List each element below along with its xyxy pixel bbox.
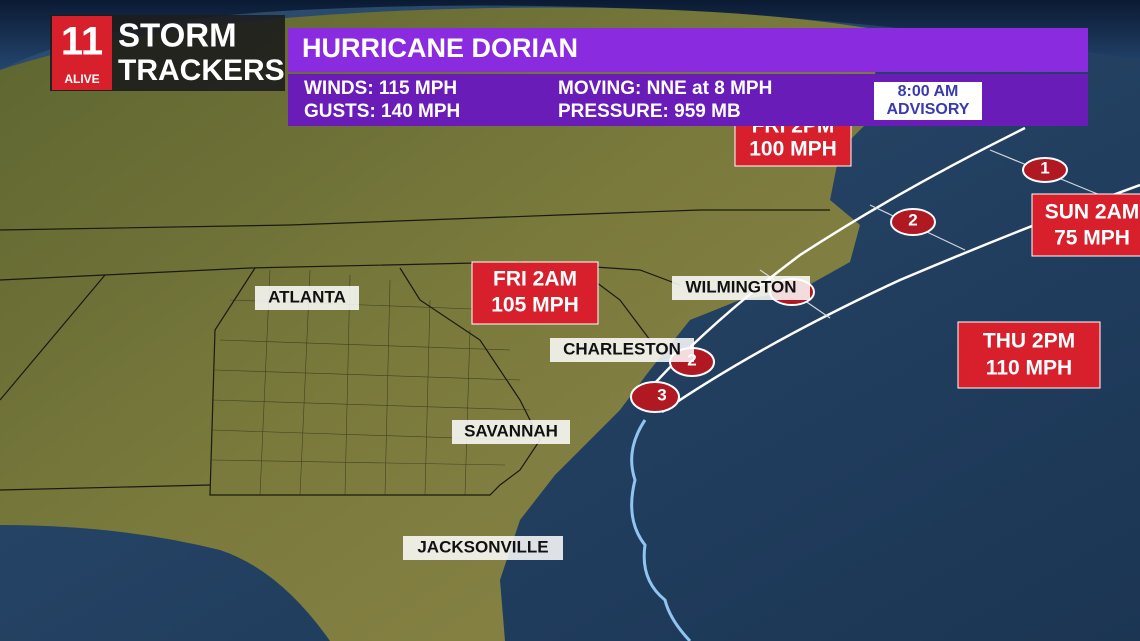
forecast-time: FRI 2AM — [493, 268, 577, 291]
city-label: SAVANNAH — [464, 421, 558, 440]
logo-trackers: TRACKERS — [118, 54, 285, 87]
storm-category: 3 — [657, 385, 666, 404]
county-lines — [211, 269, 531, 496]
storm-name: HURRICANE DORIAN — [302, 33, 578, 63]
storm-category: 2 — [908, 210, 917, 229]
city-labels: ATLANTA WILMINGTON CHARLESTON SAVANNAH J… — [255, 276, 810, 560]
header: 11 ALIVE STORM TRACKERS HURRICANE DORIAN… — [50, 15, 1088, 126]
stat: GUSTS: 140 MPH — [304, 101, 460, 122]
advisory-label: ADVISORY — [887, 101, 970, 118]
storm-icon: 1 — [1022, 157, 1068, 183]
stat: PRESSURE: 959 MB — [558, 101, 741, 122]
storm-icon: 3 — [630, 381, 680, 413]
forecast-time: SUN 2AM — [1045, 201, 1140, 224]
city-label: JACKSONVILLE — [417, 537, 548, 556]
city-label: CHARLESTON — [563, 339, 681, 358]
storm-icon: 2 — [890, 208, 936, 236]
stat: WINDS: 115 MPH — [304, 78, 457, 99]
city-label: WILMINGTON — [685, 277, 796, 296]
forecast-wind: 105 MPH — [491, 294, 579, 317]
forecast-wind: 75 MPH — [1054, 227, 1130, 250]
forecast-wind: 100 MPH — [749, 138, 837, 161]
city-label: ATLANTA — [268, 287, 346, 306]
storm-category: 1 — [1040, 158, 1049, 177]
stat: MOVING: NNE at 8 MPH — [558, 78, 772, 99]
gulf-stream — [630, 419, 692, 641]
logo-storm: STORM — [118, 17, 237, 54]
forecast-labels: FRI 2PM 100 MPH FRI 2AM 105 MPH THU 2PM … — [471, 111, 1140, 389]
sky — [0, 0, 1140, 70]
forecast-wind: 110 MPH — [986, 357, 1072, 380]
logo-number: 11 — [61, 20, 103, 64]
land — [0, 7, 880, 641]
advisory-time: 8:00 AM — [898, 83, 959, 100]
forecast-time: THU 2PM — [983, 330, 1075, 353]
logo-station: ALIVE — [64, 72, 99, 86]
